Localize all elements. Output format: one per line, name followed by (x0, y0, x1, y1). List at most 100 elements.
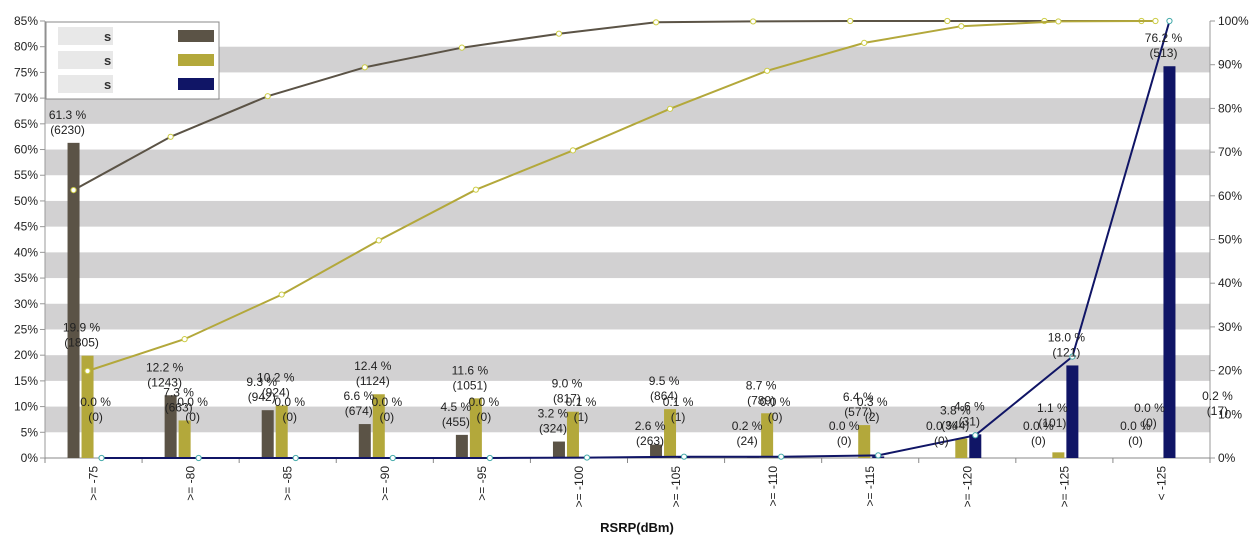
cumulative-point (583, 454, 591, 461)
data-label: (101) (1038, 416, 1066, 430)
grid-band (45, 252, 1210, 279)
data-label: (1051) (453, 378, 488, 392)
y-tick-label: 0% (21, 451, 39, 465)
data-label: (344) (941, 418, 969, 432)
cumulative-point (70, 187, 77, 194)
x-tick-label: >= -115 (863, 466, 877, 507)
cumulative-point (666, 105, 674, 112)
data-label: (942) (248, 390, 276, 404)
data-label: (789) (747, 393, 775, 407)
bar (67, 142, 80, 458)
data-label: (674) (345, 404, 373, 418)
legend-swatch (178, 54, 214, 66)
bar (552, 441, 565, 458)
data-label: 0.1 % (663, 395, 694, 409)
data-label: 6.4 % (843, 390, 874, 404)
data-label: (17) (1207, 404, 1228, 418)
data-label: 0.0 % (1134, 401, 1165, 415)
cumulative-point (680, 453, 688, 460)
y2-tick-label: 70% (1218, 145, 1242, 159)
bars (67, 66, 1176, 458)
y2-tick-label: 10% (1218, 407, 1242, 421)
data-labels: 61.3 %(6230)12.2 %(1243) 9.3 %(942) 6.6 %(… (49, 31, 1233, 448)
cumulative-point (264, 93, 271, 100)
data-label: (577) (844, 405, 872, 419)
cumulative-point (375, 237, 382, 244)
data-label: (1) (671, 410, 686, 424)
grid-band (45, 149, 1210, 176)
y2-tick-label: 40% (1218, 276, 1242, 290)
data-label: 18.0 % (1048, 330, 1086, 344)
data-label: 0.0 % (469, 395, 500, 409)
cumulative-point (1055, 18, 1062, 25)
cumulative-point (167, 133, 174, 140)
data-label: 9.5 % (649, 374, 680, 388)
data-label: (513) (1149, 46, 1177, 60)
x-axis-title: RSRP(dBm) (600, 520, 674, 535)
x-tick-label: >= -90 (378, 466, 392, 501)
cumulative-point (1152, 17, 1159, 25)
cumulative-point (958, 23, 965, 30)
data-label: (2) (865, 410, 880, 424)
data-label: (121) (1052, 345, 1080, 359)
y-tick-label: 10% (14, 400, 38, 414)
cumulative-point (750, 18, 757, 25)
data-label: 9.3 % (246, 375, 277, 389)
y-tick-label: 85% (14, 14, 38, 28)
y2-tick-label: 20% (1218, 364, 1242, 378)
data-label: (924) (262, 386, 290, 400)
y-tick-label: 30% (14, 297, 38, 311)
grid-band (45, 406, 1210, 433)
legend-label: s (104, 53, 111, 68)
grid-band (45, 98, 1210, 124)
cumulative-point (861, 39, 868, 46)
data-label: 12.2 % (146, 360, 184, 374)
bar (1052, 452, 1065, 458)
cumulative-point (486, 454, 493, 462)
cumulative-line (87, 20, 1156, 372)
x-tick-label: >= -100 (572, 466, 586, 508)
x-tick-label: >= -120 (960, 466, 974, 508)
data-label: (1) (574, 410, 589, 424)
data-label: 61.3 % (49, 108, 87, 122)
data-label: 76.2 % (1145, 31, 1183, 45)
cumulative-point (569, 147, 577, 154)
y-tick-label: 65% (14, 117, 38, 131)
cumulative-point (292, 454, 299, 462)
y2-tick-label: 60% (1218, 189, 1242, 203)
y-tick-label: 20% (14, 348, 38, 362)
data-label: 1.1 % (1037, 401, 1068, 415)
bar (1163, 66, 1176, 458)
x-tick-label: >= -75 (87, 466, 101, 501)
x-tick-label: < -125 (1154, 466, 1168, 501)
y2-tick-label: 50% (1218, 233, 1242, 247)
data-label: (6230) (50, 123, 85, 137)
data-label: 0.2 % (732, 419, 763, 433)
data-label: 0.0 % (1120, 419, 1151, 433)
y2-tick-label: 90% (1218, 58, 1242, 72)
bar (372, 394, 385, 458)
data-label: (324) (539, 422, 567, 436)
data-label: 0.0 % (371, 395, 402, 409)
data-label: (0) (282, 410, 297, 424)
bar (566, 411, 579, 458)
data-label: (0) (185, 410, 200, 424)
bar (969, 434, 982, 458)
cumulative-line (101, 20, 1171, 459)
data-label: (263) (636, 434, 664, 448)
bar (164, 395, 177, 458)
cumulative-point (181, 336, 188, 343)
y-tick-label: 55% (14, 168, 38, 182)
data-label: 9.0 % (552, 377, 583, 391)
y2-tick-label: 100% (1218, 14, 1249, 28)
data-label: (0) (1128, 434, 1143, 448)
data-label: 19.9 % (63, 321, 101, 335)
x-axis: >= -75 >= -80 >= -85 >= -90 >= -95 >= -100 >= … (44, 457, 1211, 508)
cumulative-point (1166, 17, 1173, 25)
data-label: 0.0 % (760, 395, 791, 409)
cumulative-point (555, 30, 563, 37)
data-label: 3.8 % (940, 403, 971, 417)
data-label: (0) (934, 434, 949, 448)
cumulative-line (73, 20, 1142, 191)
